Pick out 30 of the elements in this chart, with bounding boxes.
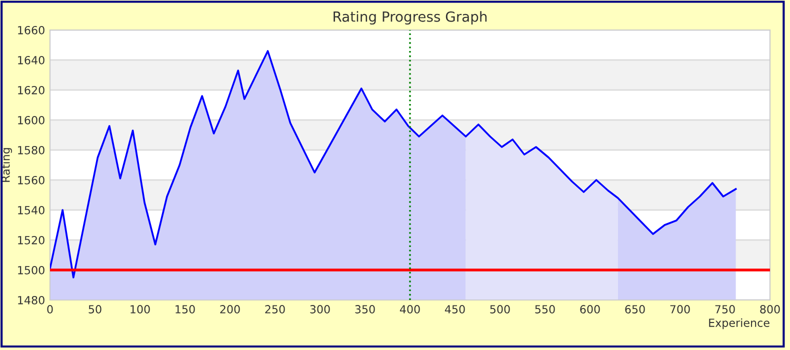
- chart-title: Rating Progress Graph: [334, 11, 487, 25]
- x-tick-label: 50: [88, 305, 102, 314]
- x-axis-title: Experience: [709, 318, 770, 330]
- x-tick-label: 700: [670, 305, 690, 314]
- x-tick-label: 800: [760, 305, 780, 314]
- y-tick-label: 1600: [18, 116, 44, 124]
- y-tick-label: 1560: [18, 176, 44, 184]
- y-tick-label: 1580: [18, 146, 44, 154]
- x-tick-label: 450: [444, 305, 465, 314]
- y-tick-label: 1660: [18, 26, 44, 34]
- x-tick-label: 650: [625, 305, 645, 314]
- x-tick-label: 400: [400, 305, 420, 314]
- x-tick-label: 200: [220, 305, 240, 314]
- x-tick-label: 350: [355, 305, 375, 314]
- x-tick-label: 250: [265, 305, 285, 314]
- x-tick-label: 750: [715, 305, 735, 314]
- line-series: [50, 50, 737, 278]
- y-tick-label: 1480: [18, 296, 44, 304]
- x-tick-label: 550: [535, 305, 555, 314]
- x-tick-label: 600: [580, 305, 600, 314]
- x-tick-label: 500: [490, 305, 510, 314]
- y-tick-label: 1520: [18, 236, 44, 244]
- y-tick-label: 1500: [18, 266, 44, 274]
- y-tick-label: 1640: [18, 56, 44, 64]
- x-tick-label: 0: [47, 305, 53, 314]
- x-tick-label: 100: [130, 305, 150, 314]
- y-tick-label: 1540: [18, 206, 44, 214]
- y-tick-label: 1620: [18, 86, 44, 94]
- x-tick-label: 300: [310, 305, 330, 314]
- x-tick-label: 150: [176, 305, 195, 314]
